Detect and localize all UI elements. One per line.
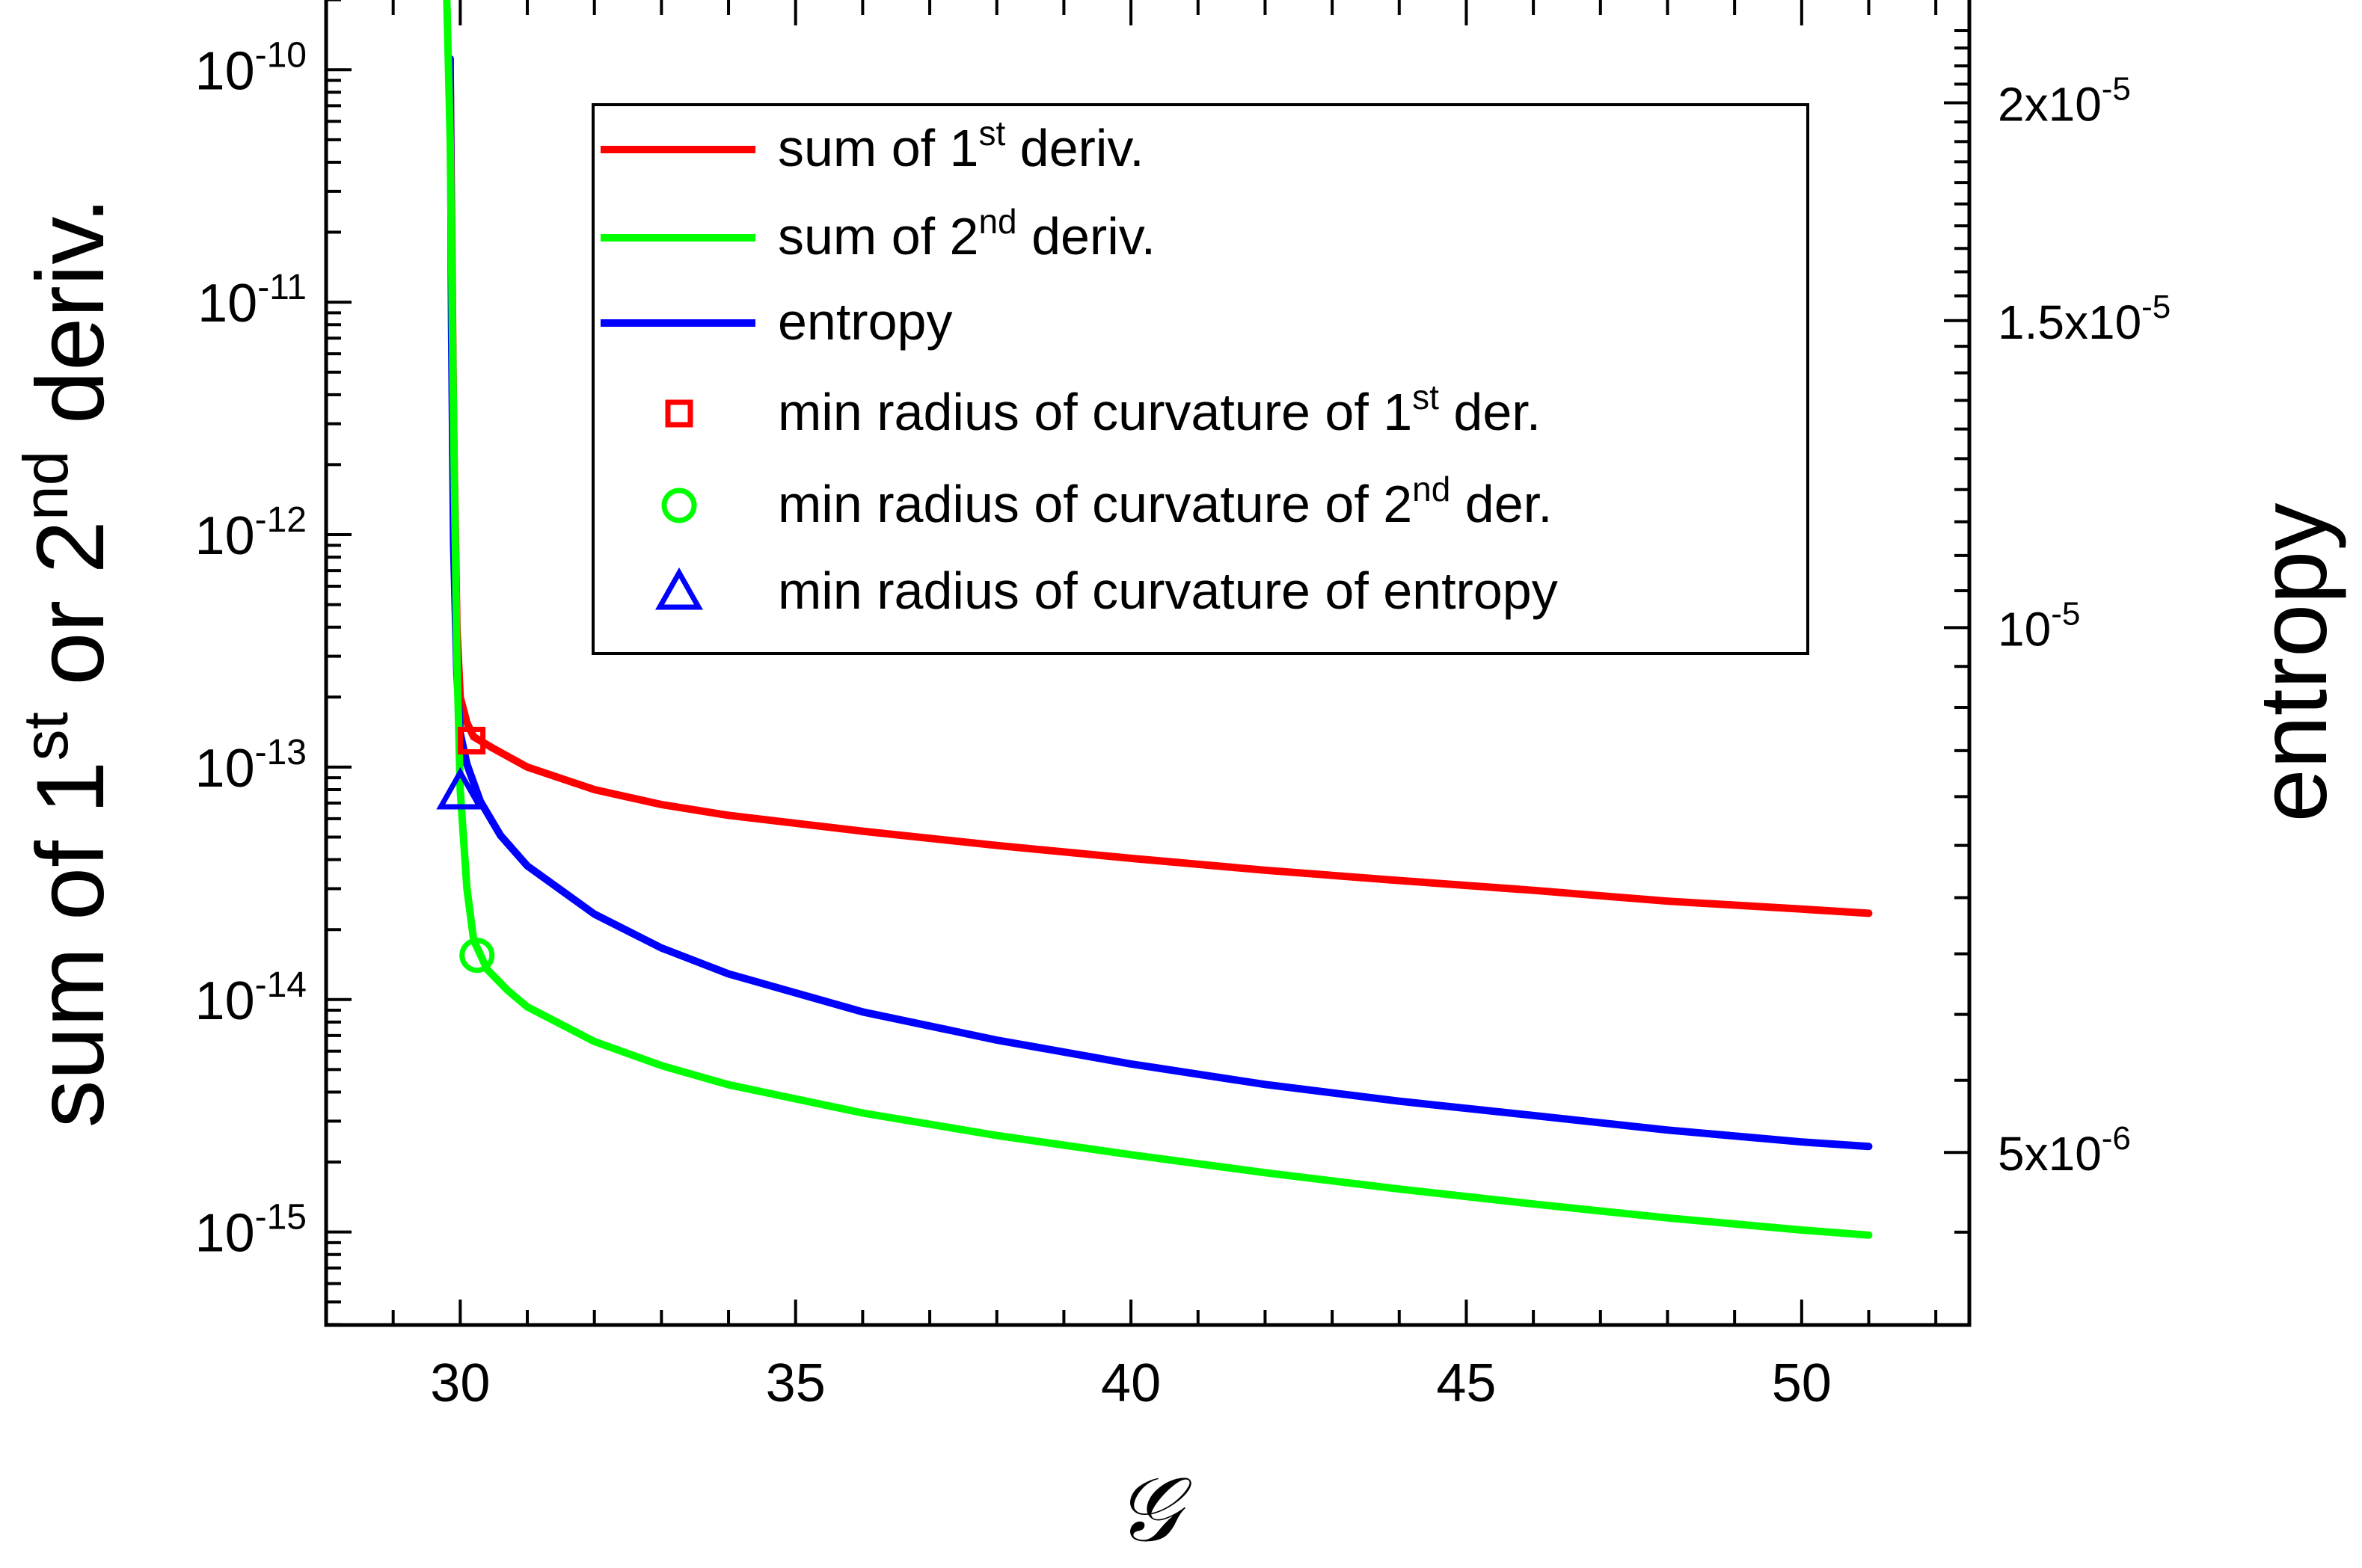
y-left-tick-label: 10-13 xyxy=(195,733,307,799)
legend-label: entropy xyxy=(778,292,952,351)
legend-label: sum of 2nd deriv. xyxy=(778,202,1156,265)
legend-box xyxy=(592,103,1809,655)
legend-label: sum of 1st deriv. xyxy=(778,114,1144,177)
y-right-tick-label: 5x10-6 xyxy=(1998,1120,2131,1181)
x-tick-label: 40 xyxy=(1101,1353,1161,1413)
y-left-tick-label: 10-14 xyxy=(195,965,307,1031)
y-left-tick-label: 10-12 xyxy=(195,500,307,566)
x-tick-label: 35 xyxy=(766,1353,826,1413)
legend-swatch-triangle xyxy=(655,567,703,610)
y-left-tick-label: 10-11 xyxy=(197,268,307,333)
y-axis-title-right: entropy xyxy=(2240,503,2347,823)
tick-layer: 30 35 40 45 50 10-10 10-11 10-12 10-13 10-14 10-15… xyxy=(195,0,2171,1413)
y-axis-title-left: sum of 1st or 2nd deriv. xyxy=(10,197,124,1128)
marker-circle xyxy=(459,938,495,974)
series-layer xyxy=(443,0,1873,1239)
marker-triangle xyxy=(436,766,485,810)
legend: sum of 1st deriv. sum of 2nd deriv. entrop… xyxy=(592,103,1809,655)
x-axis-title: 𝒢 xyxy=(1115,1460,1192,1560)
y-right-tick-label: 2x10-5 xyxy=(1998,70,2131,131)
legend-swatch-square xyxy=(665,399,693,428)
plot-border xyxy=(324,0,1972,1327)
plot-frame xyxy=(324,0,1972,1327)
legend-label: min radius of curvature of 2nd der. xyxy=(778,470,1553,533)
y-right-tick-label: 1.5x10-5 xyxy=(1998,289,2171,349)
legend-label: min radius of curvature of entropy xyxy=(778,562,1558,620)
y-left-tick-label: 10-15 xyxy=(195,1198,307,1264)
x-tick-label: 45 xyxy=(1436,1353,1496,1413)
y-right-tick-label: 10-5 xyxy=(1998,595,2080,656)
x-tick-label: 50 xyxy=(1772,1353,1832,1413)
marker-layer xyxy=(436,726,495,974)
legend-label: min radius of curvature of 1st der. xyxy=(778,378,1541,441)
x-tick-label: 30 xyxy=(430,1353,490,1413)
marker-square xyxy=(458,726,486,754)
legend-swatch-circle xyxy=(661,488,697,523)
y-left-tick-label: 10-10 xyxy=(195,35,307,101)
series-line-1 xyxy=(443,0,1873,1239)
